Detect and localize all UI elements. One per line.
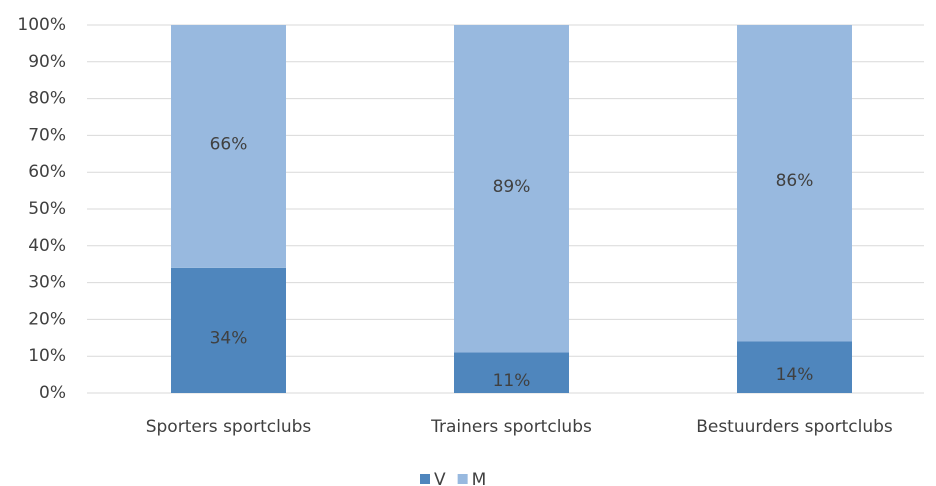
legend-swatch xyxy=(457,474,468,484)
x-tick-label: Sporters sportclubs xyxy=(146,417,312,437)
bar-segment xyxy=(737,25,852,342)
data-label: 86% xyxy=(776,171,814,191)
legend-label: M xyxy=(472,470,487,486)
legend-label: V xyxy=(434,470,446,486)
legend-swatch xyxy=(420,474,430,484)
x-tick-label: Trainers sportclubs xyxy=(430,417,592,437)
y-tick-label: 20% xyxy=(28,309,66,329)
y-tick-label: 90% xyxy=(28,52,66,72)
y-tick-label: 80% xyxy=(28,89,66,109)
data-label: 89% xyxy=(493,177,531,197)
bar-segment xyxy=(454,352,569,393)
bar-segment xyxy=(454,25,569,353)
bar-segment xyxy=(737,341,852,393)
bar-segment xyxy=(171,267,286,393)
data-label: 14% xyxy=(776,365,814,385)
data-label: 11% xyxy=(493,371,531,391)
data-label: 34% xyxy=(210,328,248,348)
y-tick-label: 100% xyxy=(17,15,66,35)
data-label: 66% xyxy=(210,134,248,154)
y-tick-label: 30% xyxy=(28,273,66,293)
y-tick-label: 60% xyxy=(28,162,66,182)
bar-segment xyxy=(171,25,286,268)
y-tick-label: 70% xyxy=(28,125,66,145)
y-tick-label: 50% xyxy=(28,199,66,219)
y-tick-label: 40% xyxy=(28,236,66,256)
x-tick-label: Bestuurders sportclubs xyxy=(696,417,893,437)
y-tick-label: 0% xyxy=(39,383,66,403)
y-tick-label: 10% xyxy=(28,346,66,366)
